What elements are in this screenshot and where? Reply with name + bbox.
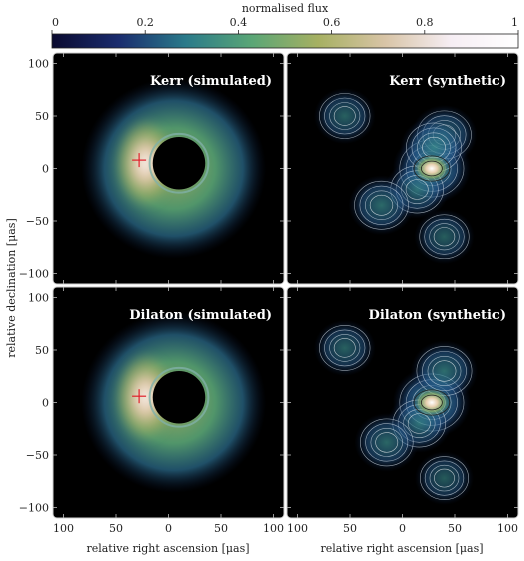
- contour-line: [420, 160, 443, 177]
- y-axis-label: relative declination [μas]: [5, 218, 18, 357]
- colorbar-tick-label: 0.4: [230, 16, 248, 29]
- contour-line: [419, 214, 470, 260]
- contour-line: [370, 427, 403, 457]
- black-hole-shadow: [152, 371, 206, 424]
- contour-line: [333, 106, 356, 126]
- contour-line: [375, 432, 399, 453]
- contour-line: [429, 464, 460, 492]
- colorbar-label: normalised flux: [242, 2, 329, 15]
- contour-line: [413, 389, 451, 416]
- panel-title: Dilaton (simulated): [129, 308, 272, 323]
- contour-line: [333, 338, 356, 358]
- x-tick-label: 100: [263, 522, 284, 535]
- contour-line: [319, 93, 371, 139]
- panel-title: Kerr (simulated): [150, 74, 272, 89]
- contour-line: [432, 360, 457, 382]
- emission-blob: [414, 209, 475, 265]
- emission-blob: [354, 413, 420, 472]
- contour-line: [434, 468, 455, 488]
- panels: 100 50 0 −50 −100 Kerr (simulated) Kerr (synth…: [19, 52, 519, 535]
- contour-line: [319, 325, 371, 371]
- y-tick-label: 50: [35, 344, 49, 357]
- colorbar-ticks: 0 0.2 0.4 0.6 0.8 1: [51, 16, 519, 34]
- panel-title: Kerr (synthetic): [389, 74, 506, 89]
- contour-line: [365, 423, 409, 462]
- colorbar-tick-label: 0.6: [323, 16, 341, 29]
- x-tick-label: 50: [343, 522, 357, 535]
- contour-line: [324, 329, 366, 367]
- contour-line: [369, 194, 394, 216]
- panel-title: Dilaton (synthetic): [369, 308, 506, 323]
- contour-line: [359, 418, 414, 467]
- emission-blob: [414, 451, 475, 505]
- emission-blob: [313, 319, 376, 377]
- emission-blob: [348, 175, 415, 236]
- contour-line: [329, 334, 361, 362]
- y-tick-label: 100: [28, 58, 49, 71]
- contour-line: [424, 218, 465, 255]
- contour-line: [324, 97, 366, 135]
- colorbar-tick-label: 0: [52, 16, 59, 29]
- contour-line: [424, 460, 465, 496]
- emission-blob: [313, 87, 376, 145]
- x-tick-label: 0: [165, 522, 172, 535]
- x-axis-label-left: relative right ascension [μas]: [86, 542, 249, 555]
- emission-core: [413, 387, 451, 418]
- black-hole-shadow: [152, 137, 206, 190]
- image-content: [313, 87, 478, 265]
- contour-line: [429, 223, 460, 251]
- photon-ring: [148, 366, 210, 428]
- contour-line: [413, 155, 451, 182]
- photon-ring: [148, 132, 210, 194]
- x-tick-label: 100: [497, 522, 518, 535]
- colorbar: [51, 33, 519, 49]
- contour-line: [422, 351, 467, 391]
- y-tick-label: −50: [26, 215, 49, 228]
- panel-kerr-synthetic: Kerr (synthetic): [286, 52, 519, 285]
- contour-line: [420, 456, 469, 500]
- y-tick-label: −50: [26, 449, 49, 462]
- panel-dilaton-synthetic: 100 50 0 50 100 Dilaton (synthetic): [286, 286, 519, 535]
- y-tick-label: 100: [28, 292, 49, 305]
- emission-core: [413, 153, 451, 184]
- x-tick-label: 100: [287, 522, 308, 535]
- panel-kerr-simulated: 100 50 0 −50 −100 Kerr (simulated): [19, 52, 285, 285]
- x-tick-label: 0: [399, 522, 406, 535]
- image-content: [81, 78, 267, 259]
- contour-line: [364, 190, 399, 220]
- contour-line: [359, 185, 404, 225]
- emission-blob: [410, 340, 479, 402]
- x-axis-label-right: relative right ascension [μas]: [320, 542, 483, 555]
- x-tick-label: 50: [448, 522, 462, 535]
- x-tick-label: 50: [109, 522, 123, 535]
- colorbar-tick-label: 0.2: [136, 16, 154, 29]
- y-tick-label: 50: [35, 110, 49, 123]
- contour-line: [420, 394, 443, 411]
- x-tick-label: 100: [53, 522, 74, 535]
- image-content: [81, 312, 267, 493]
- contour-line: [427, 355, 462, 387]
- y-tick-label: −100: [19, 502, 49, 515]
- y-tick-label: 0: [42, 397, 49, 410]
- image-content: [313, 319, 479, 505]
- y-tick-label: −100: [19, 268, 49, 281]
- contour-line: [329, 102, 361, 130]
- panel-dilaton-simulated: 100 50 0 −50 −100 100 50 0 50 100 Dilaton (simulat…: [19, 286, 285, 535]
- y-tick-label: 0: [42, 163, 49, 176]
- contour-line: [433, 227, 456, 247]
- x-tick-label: 50: [214, 522, 228, 535]
- colorbar-tick-label: 0.8: [416, 16, 434, 29]
- contour-line: [354, 180, 409, 230]
- colorbar-tick-label: 1: [511, 16, 518, 29]
